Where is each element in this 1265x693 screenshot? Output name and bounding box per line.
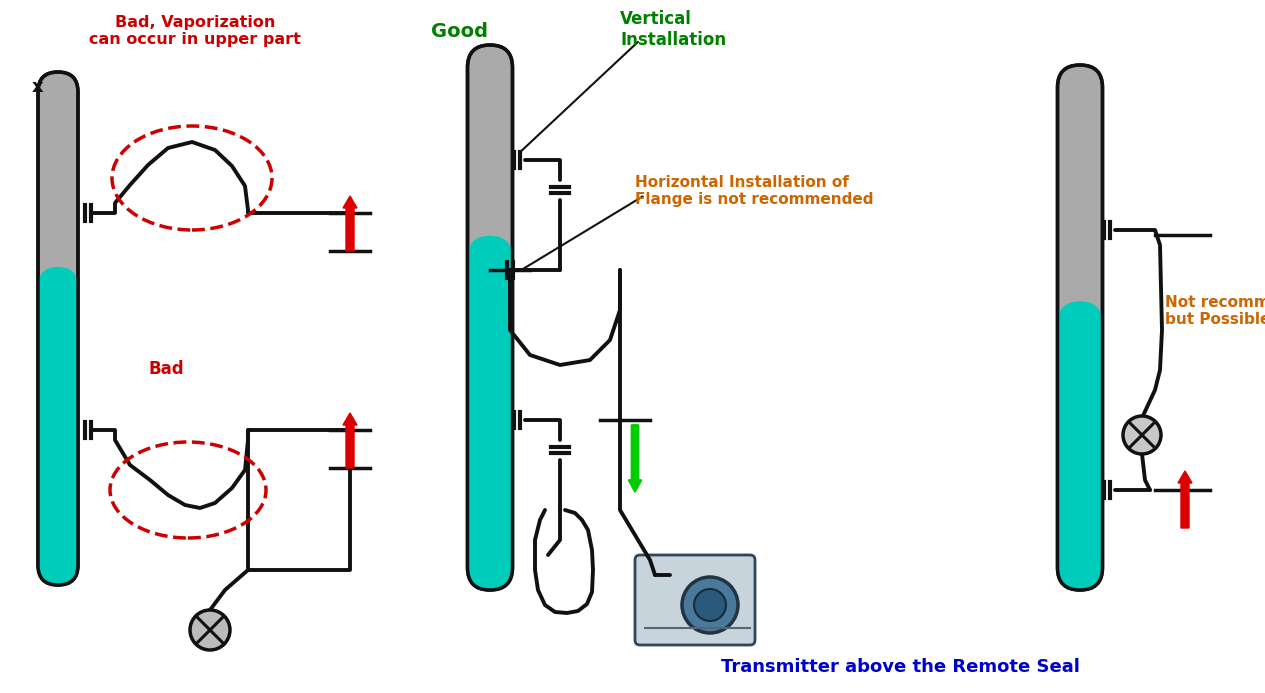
- FancyArrow shape: [629, 425, 641, 492]
- FancyBboxPatch shape: [468, 236, 512, 590]
- FancyBboxPatch shape: [38, 267, 78, 585]
- Circle shape: [1123, 416, 1161, 454]
- Text: Transmitter above the Remote Seal: Transmitter above the Remote Seal: [721, 658, 1079, 676]
- FancyBboxPatch shape: [635, 555, 755, 645]
- Text: Bad, Vaporization
can occur in upper part: Bad, Vaporization can occur in upper par…: [89, 15, 301, 47]
- FancyBboxPatch shape: [468, 45, 512, 590]
- FancyArrow shape: [1178, 471, 1192, 528]
- FancyArrow shape: [629, 425, 641, 492]
- FancyArrow shape: [343, 413, 357, 468]
- FancyBboxPatch shape: [38, 72, 78, 585]
- Circle shape: [190, 610, 230, 650]
- Text: Vertical
Installation: Vertical Installation: [620, 10, 726, 49]
- Text: Horizontal Installation of
Flange is not recommended: Horizontal Installation of Flange is not…: [635, 175, 874, 207]
- Circle shape: [682, 577, 737, 633]
- Text: Not recommended
but Possible: Not recommended but Possible: [1165, 295, 1265, 327]
- Text: Bad: Bad: [148, 360, 183, 378]
- FancyBboxPatch shape: [1058, 301, 1103, 590]
- Text: Good: Good: [431, 22, 488, 41]
- Circle shape: [694, 589, 726, 621]
- FancyBboxPatch shape: [1058, 65, 1103, 590]
- Text: x: x: [32, 78, 44, 96]
- FancyArrow shape: [343, 196, 357, 251]
